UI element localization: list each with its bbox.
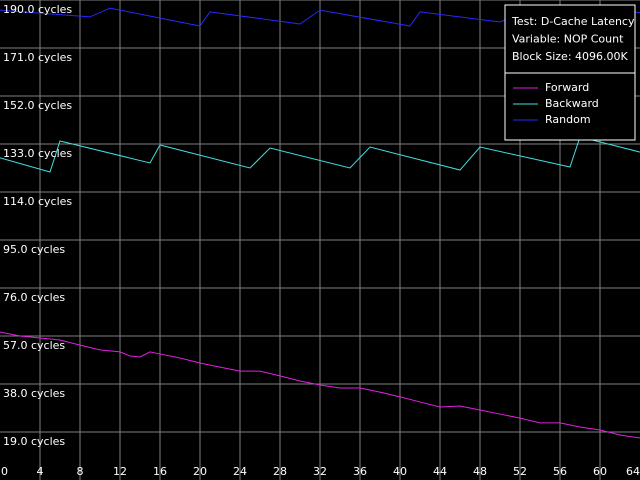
y-tick-label: 190.0 cycles — [3, 3, 72, 16]
y-tick-label: 95.0 cycles — [3, 243, 65, 256]
y-tick-label: 133.0 cycles — [3, 147, 72, 160]
x-tick-label: 48 — [473, 465, 487, 478]
x-tick-label: 0 — [1, 465, 8, 478]
x-tick-label: 36 — [353, 465, 367, 478]
legend-info: Variable: NOP Count — [512, 33, 624, 46]
y-tick-label: 19.0 cycles — [3, 435, 65, 448]
legend-info: Block Size: 4096.00K — [512, 50, 629, 63]
x-tick-label: 12 — [113, 465, 127, 478]
y-tick-label: 57.0 cycles — [3, 339, 65, 352]
legend-label: Forward — [545, 81, 589, 94]
legend-info: Test: D-Cache Latency — [511, 15, 635, 28]
legend-label: Backward — [545, 97, 599, 110]
y-tick-label: 38.0 cycles — [3, 387, 65, 400]
x-tick-label: 28 — [273, 465, 287, 478]
x-tick-label: 64 — [626, 465, 640, 478]
y-tick-label: 114.0 cycles — [3, 195, 72, 208]
x-tick-label: 24 — [233, 465, 247, 478]
y-tick-label: 152.0 cycles — [3, 99, 72, 112]
x-tick-label: 44 — [433, 465, 447, 478]
x-tick-label: 56 — [553, 465, 567, 478]
x-tick-label: 40 — [393, 465, 407, 478]
y-tick-label: 171.0 cycles — [3, 51, 72, 64]
x-tick-label: 20 — [193, 465, 207, 478]
x-tick-label: 60 — [593, 465, 607, 478]
x-tick-label: 16 — [153, 465, 167, 478]
x-tick-label: 8 — [77, 465, 84, 478]
legend-label: Random — [545, 113, 591, 126]
x-tick-label: 52 — [513, 465, 527, 478]
x-tick-label: 32 — [313, 465, 327, 478]
series-line — [0, 331, 640, 439]
legend: Test: D-Cache Latency Variable: NOP Count… — [504, 4, 636, 141]
y-tick-label: 76.0 cycles — [3, 291, 65, 304]
x-tick-label: 4 — [37, 465, 44, 478]
series-line — [0, 136, 640, 173]
labels: 19.0 cycles 38.0 cycles 57.0 cycles 76.0 cy… — [1, 3, 640, 478]
